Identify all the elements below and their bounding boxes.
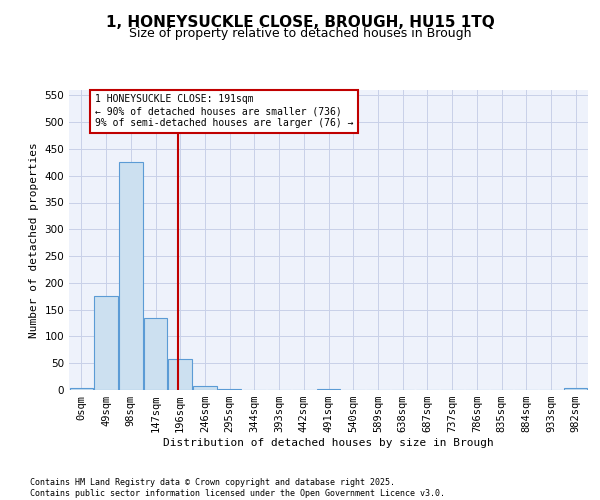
Bar [193, 386, 217, 390]
Bar [317, 389, 340, 390]
Bar [94, 296, 118, 390]
Bar [564, 388, 587, 390]
Text: 1, HONEYSUCKLE CLOSE, BROUGH, HU15 1TQ: 1, HONEYSUCKLE CLOSE, BROUGH, HU15 1TQ [106, 15, 494, 30]
Bar [169, 359, 192, 390]
X-axis label: Distribution of detached houses by size in Brough: Distribution of detached houses by size … [163, 438, 494, 448]
Y-axis label: Number of detached properties: Number of detached properties [29, 142, 39, 338]
Bar [144, 318, 167, 390]
Text: Size of property relative to detached houses in Brough: Size of property relative to detached ho… [129, 28, 471, 40]
Bar [119, 162, 143, 390]
Bar [70, 388, 93, 390]
Text: Contains HM Land Registry data © Crown copyright and database right 2025.
Contai: Contains HM Land Registry data © Crown c… [30, 478, 445, 498]
Text: 1 HONEYSUCKLE CLOSE: 191sqm
← 90% of detached houses are smaller (736)
9% of sem: 1 HONEYSUCKLE CLOSE: 191sqm ← 90% of det… [95, 94, 353, 128]
